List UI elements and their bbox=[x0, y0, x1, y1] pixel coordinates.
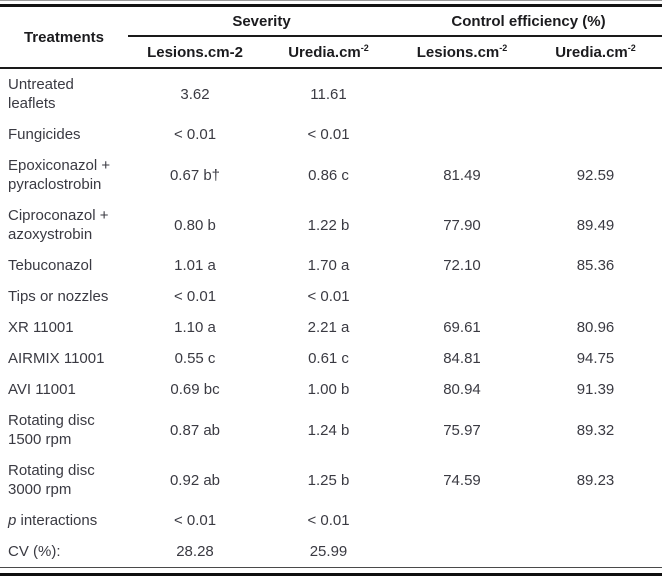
results-table: Treatments Severity Control efficiency (… bbox=[0, 4, 662, 568]
group-header-control-efficiency: Control efficiency (%) bbox=[395, 7, 662, 37]
table-row: p interactions < 0.01 < 0.01 bbox=[0, 505, 662, 536]
value-cell: 2.21 a bbox=[307, 319, 350, 336]
value-cell: 0.69 bc bbox=[170, 381, 220, 398]
table-row: Tebuconazol 1.01 a 1.70 a 72.10 85.36 bbox=[0, 250, 662, 281]
subheader-col-1: Lesions.cm-2 bbox=[128, 36, 262, 69]
treatment-cell: Tebuconazol bbox=[8, 257, 93, 274]
exponent: -2 bbox=[627, 42, 636, 53]
table-row: Tips or nozzles < 0.01 < 0.01 bbox=[0, 281, 662, 312]
value-cell: 0.86 c bbox=[308, 166, 349, 184]
value-cell: 1.24 b bbox=[307, 421, 350, 439]
value-cell: 92.59 bbox=[576, 166, 615, 184]
value-cell bbox=[395, 281, 529, 312]
value-cell: < 0.01 bbox=[173, 512, 217, 529]
value-cell: 80.94 bbox=[443, 381, 481, 398]
value-cell: 89.32 bbox=[576, 421, 615, 439]
exponent: -2 bbox=[499, 42, 508, 53]
treatment-cell: Tips or nozzles bbox=[8, 288, 109, 305]
value-cell: 81.49 bbox=[443, 166, 481, 184]
value-cell: 72.10 bbox=[443, 257, 481, 274]
value-cell: 89.23 bbox=[576, 471, 615, 489]
treatment-cell: Rotating disc 3000 rpm bbox=[8, 462, 95, 498]
value-cell: < 0.01 bbox=[307, 512, 350, 529]
value-cell: 80.96 bbox=[576, 319, 615, 336]
table-row: Untreated leaflets 3.62 11.61 bbox=[0, 68, 662, 119]
value-cell: 1.70 a bbox=[307, 257, 350, 274]
value-cell: < 0.01 bbox=[307, 288, 350, 305]
value-cell: < 0.01 bbox=[173, 126, 217, 143]
value-cell bbox=[395, 505, 529, 536]
column-header-treatments: Treatments bbox=[0, 7, 128, 69]
value-cell bbox=[529, 505, 662, 536]
table-row: Rotating disc 1500 rpm 0.87 ab 1.24 b 75.97… bbox=[0, 405, 662, 455]
table-row: AVI 11001 0.69 bc 1.00 b 80.94 91.39 bbox=[0, 374, 662, 405]
value-cell: 77.90 bbox=[443, 216, 481, 234]
value-cell: 74.59 bbox=[443, 471, 481, 489]
value-cell bbox=[395, 68, 529, 119]
value-cell: 75.97 bbox=[443, 421, 481, 439]
value-cell: 89.49 bbox=[576, 216, 615, 234]
value-cell: 25.99 bbox=[309, 543, 348, 560]
value-cell: 1.00 b bbox=[307, 381, 350, 398]
value-cell bbox=[529, 119, 662, 150]
treatment-cell: XR 11001 bbox=[8, 319, 74, 336]
value-cell bbox=[529, 536, 662, 567]
value-cell: 85.36 bbox=[576, 257, 615, 274]
table-row: AIRMIX 11001 0.55 c 0.61 c 84.81 94.75 bbox=[0, 343, 662, 374]
subheader-col-4: Uredia.cm-2 bbox=[529, 36, 662, 69]
treatment-cell: CV (%): bbox=[8, 543, 61, 560]
value-cell: 0.61 c bbox=[308, 350, 349, 367]
value-cell: 1.01 a bbox=[174, 257, 216, 274]
value-cell bbox=[529, 68, 662, 119]
table-row: CV (%): 28.28 25.99 bbox=[0, 536, 662, 567]
treatment-cell: Fungicides bbox=[8, 126, 81, 143]
treatments-table: Treatments Severity Control efficiency (… bbox=[0, 7, 662, 567]
treatment-cell: Rotating disc 1500 rpm bbox=[8, 412, 95, 448]
value-cell: 0.87 ab bbox=[169, 421, 221, 439]
value-cell: 28.28 bbox=[176, 543, 214, 560]
value-cell: < 0.01 bbox=[173, 288, 217, 305]
value-cell bbox=[395, 119, 529, 150]
value-cell: 1.25 b bbox=[307, 471, 350, 489]
value-cell: 0.55 c bbox=[174, 350, 216, 367]
value-cell: 69.61 bbox=[443, 319, 481, 336]
table-row: Rotating disc 3000 rpm 0.92 ab 1.25 b 74.59… bbox=[0, 455, 662, 505]
value-cell: 1.10 a bbox=[174, 319, 216, 336]
treatment-cell: AIRMIX 11001 bbox=[8, 350, 105, 367]
table-row: Epoxiconazol + pyraclostrobin 0.67 b† 0.86… bbox=[0, 150, 662, 200]
value-cell: 11.61 bbox=[310, 85, 347, 103]
value-cell: 0.67 b† bbox=[169, 166, 221, 184]
table-header: Treatments Severity Control efficiency (… bbox=[0, 7, 662, 69]
treatment-cell: Ciproconazol + azoxystrobin bbox=[8, 207, 109, 243]
group-header-row: Treatments Severity Control efficiency (… bbox=[0, 7, 662, 69]
value-cell: 1.22 b bbox=[307, 216, 350, 234]
value-cell: < 0.01 bbox=[307, 126, 350, 143]
value-cell bbox=[529, 281, 662, 312]
value-cell: 3.62 bbox=[180, 85, 210, 103]
subheader-col-3: Lesions.cm-2 bbox=[395, 36, 529, 69]
value-cell bbox=[395, 536, 529, 567]
subheader-col-2: Uredia.cm-2 bbox=[262, 36, 395, 69]
treatment-cell: Untreated leaflets bbox=[8, 76, 74, 112]
table-body: Untreated leaflets 3.62 11.61 Fungicides < 0… bbox=[0, 68, 662, 567]
group-header-severity: Severity bbox=[128, 7, 395, 37]
value-cell: 91.39 bbox=[576, 381, 615, 398]
table-row: Fungicides < 0.01 < 0.01 bbox=[0, 119, 662, 150]
subheader-row: Lesions.cm-2 Uredia.cm-2 Lesions.cm-2 Uredi… bbox=[0, 36, 662, 69]
treatment-cell: p interactions bbox=[8, 512, 98, 529]
table-row: Ciproconazol + azoxystrobin 0.80 b 1.22 b 7… bbox=[0, 200, 662, 250]
treatment-cell: AVI 11001 bbox=[8, 381, 76, 398]
value-cell: 94.75 bbox=[576, 350, 615, 367]
treatment-cell: Epoxiconazol + pyraclostrobin bbox=[8, 157, 111, 193]
value-cell: 0.80 b bbox=[174, 216, 216, 234]
value-cell: 0.92 ab bbox=[169, 471, 221, 489]
table-row: XR 11001 1.10 a 2.21 a 69.61 80.96 bbox=[0, 312, 662, 343]
value-cell: 84.81 bbox=[443, 350, 481, 367]
exponent: -2 bbox=[360, 42, 369, 53]
